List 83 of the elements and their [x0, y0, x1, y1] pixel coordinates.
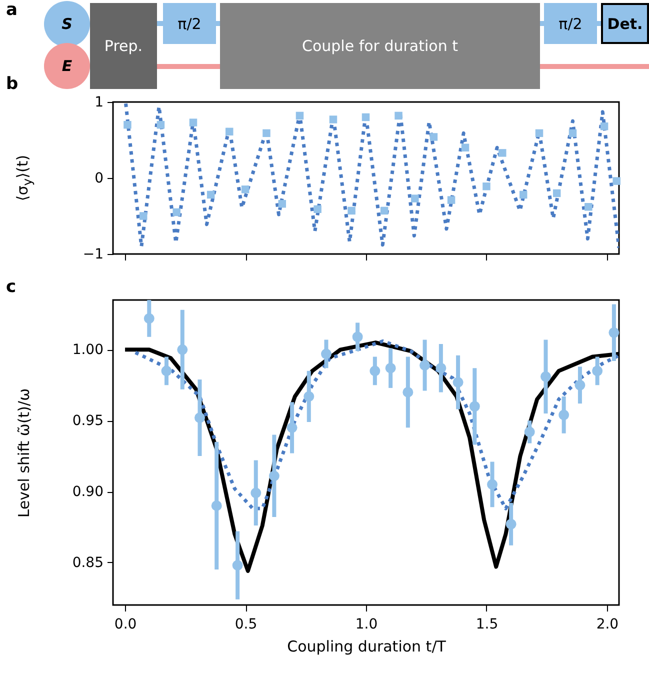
point — [506, 518, 516, 530]
point — [447, 196, 456, 204]
point — [286, 422, 298, 433]
point — [241, 186, 250, 194]
rectangle: Det. — [601, 3, 649, 44]
point — [232, 560, 243, 571]
point — [600, 122, 608, 130]
point — [436, 362, 446, 374]
point — [362, 113, 370, 122]
point — [321, 348, 332, 360]
point — [498, 149, 506, 157]
point — [535, 129, 544, 138]
x-tick-label: 2.0 — [596, 616, 619, 632]
point — [430, 133, 438, 141]
y-tick-label: 1.00 — [72, 342, 104, 358]
point — [612, 177, 620, 185]
point — [211, 500, 222, 511]
point — [552, 189, 561, 198]
point — [519, 190, 528, 199]
point — [540, 371, 551, 382]
point — [124, 120, 132, 129]
point — [194, 412, 205, 423]
point — [172, 208, 180, 216]
chart-title: c — [6, 277, 16, 297]
point — [452, 377, 464, 388]
point — [380, 206, 388, 215]
chart-title: b — [6, 74, 18, 94]
point — [329, 116, 338, 124]
circle: S — [44, 1, 90, 47]
y-tick-label: 0.85 — [72, 554, 104, 571]
point — [189, 118, 198, 126]
point — [296, 112, 304, 120]
point — [568, 129, 577, 138]
rectangle: π/2 — [544, 3, 597, 44]
x-tick-label: 1.5 — [476, 616, 498, 632]
point — [584, 203, 592, 211]
point — [411, 194, 419, 202]
rectangle: Prep. — [90, 3, 157, 89]
point — [278, 200, 286, 208]
point — [524, 426, 535, 438]
point — [574, 380, 586, 390]
point — [161, 366, 172, 376]
point — [558, 410, 570, 420]
point — [482, 182, 490, 190]
circle: E — [44, 43, 90, 89]
y-axis-title: Level shift ω̃(t)/ω — [15, 388, 33, 518]
point — [352, 332, 363, 342]
point — [608, 327, 620, 338]
point — [370, 366, 380, 376]
x-tick-label: 1.0 — [355, 616, 378, 632]
point — [461, 144, 470, 152]
point — [250, 488, 262, 498]
line-series — [124, 102, 619, 250]
point — [394, 112, 402, 120]
x-tick-label: 0.5 — [234, 616, 258, 632]
point — [139, 212, 148, 220]
point — [304, 391, 314, 402]
text: a — [6, 0, 18, 20]
point — [226, 128, 234, 136]
x-axis-title: Coupling duration t/T — [287, 638, 447, 656]
y-tick-label: 0.90 — [72, 484, 104, 500]
line-series — [134, 339, 619, 510]
point — [469, 401, 480, 412]
point — [206, 190, 215, 199]
point — [177, 344, 188, 355]
point — [144, 313, 154, 324]
point — [592, 366, 603, 376]
point — [385, 362, 396, 374]
rectangle: Couple for duration t — [220, 3, 540, 89]
y-tick-label: 1 — [94, 94, 104, 110]
y-tick-label: −1 — [82, 246, 104, 262]
point — [420, 360, 430, 370]
point — [262, 129, 270, 138]
point — [487, 479, 498, 490]
y-tick-label: 0 — [94, 170, 104, 186]
point — [348, 206, 356, 215]
point — [156, 120, 165, 129]
rectangle: π/2 — [163, 3, 216, 44]
point — [402, 386, 414, 398]
point — [314, 205, 322, 214]
point — [268, 470, 280, 482]
y-tick-label: 0.95 — [72, 413, 104, 430]
x-tick-label: 0.0 — [114, 616, 137, 632]
